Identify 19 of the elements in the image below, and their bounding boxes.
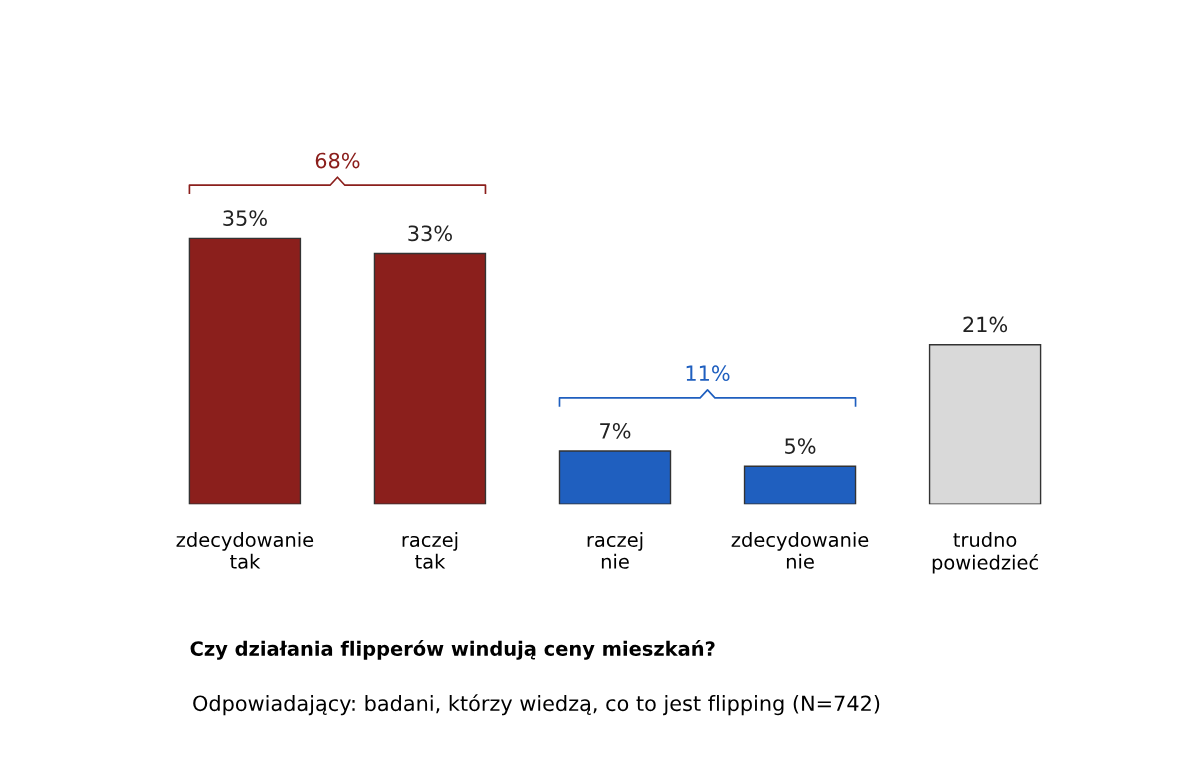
- x-tick-label: trudno powiedzieć: [932, 532, 1038, 574]
- data-label: 33%: [408, 225, 452, 242]
- text: Odpowiadający: badani, którzy wiedzą, co to jest flipping (N=742): [193, 694, 880, 716]
- x-tick-label: zdecydowanie nie: [731, 532, 869, 569]
- bar: [928, 344, 1042, 505]
- annotation: 11%: [686, 365, 730, 382]
- bar: [743, 465, 857, 505]
- data-label: 7%: [600, 422, 631, 439]
- bar: [558, 450, 672, 505]
- data-label: 35%: [223, 210, 267, 226]
- data-label: 21%: [963, 316, 1008, 333]
- text: Czy działania flipperów windują ceny mieszkań?: [190, 640, 715, 660]
- x-tick-label: raczej tak: [402, 532, 458, 569]
- bar: [188, 237, 302, 505]
- x-tick-label: zdecydowanie tak: [176, 532, 314, 569]
- data-label: 5%: [785, 438, 816, 454]
- bar: [373, 252, 487, 505]
- x-tick-label: raczej nie: [587, 532, 643, 569]
- text: 68%: [315, 152, 360, 169]
